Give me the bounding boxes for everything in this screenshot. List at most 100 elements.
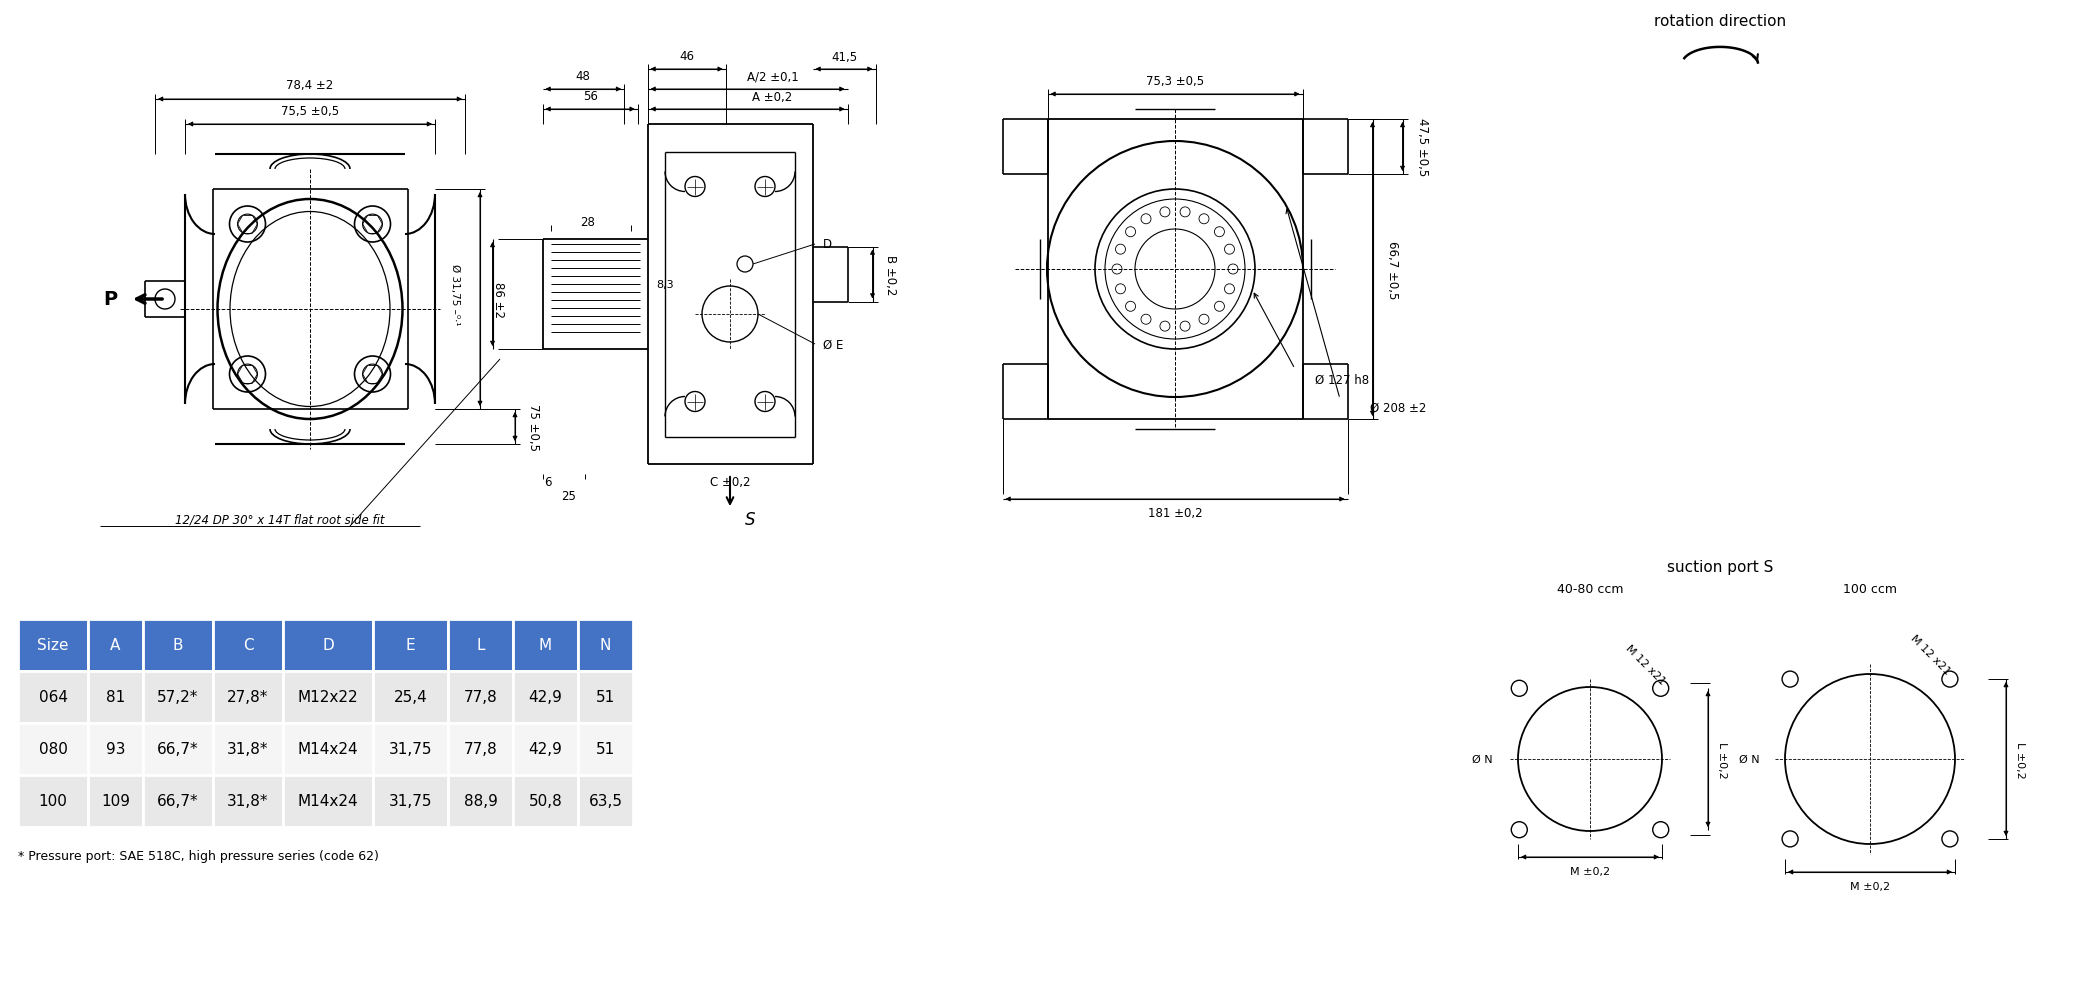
Bar: [373, 620, 448, 671]
Text: M 12 x21: M 12 x21: [1623, 643, 1667, 686]
Text: 88,9: 88,9: [463, 793, 498, 808]
Text: M ±0,2: M ±0,2: [1570, 867, 1610, 877]
Bar: [214, 620, 283, 671]
Bar: [283, 620, 373, 671]
Text: 48: 48: [576, 70, 591, 83]
Text: L: L: [475, 638, 484, 653]
Bar: [373, 775, 448, 827]
Text: 63,5: 63,5: [588, 793, 622, 808]
Text: 93: 93: [107, 742, 126, 756]
Bar: [283, 775, 373, 827]
Text: suction port S: suction port S: [1667, 560, 1774, 575]
Text: rotation direction: rotation direction: [1654, 14, 1786, 29]
Text: A/2 ±0,1: A/2 ±0,1: [748, 70, 798, 83]
Text: M: M: [538, 638, 553, 653]
Bar: [88, 620, 142, 671]
Bar: [142, 671, 214, 723]
Text: L ±0,2: L ±0,2: [2014, 741, 2025, 777]
Text: 51: 51: [597, 742, 616, 756]
Text: 31,75: 31,75: [389, 793, 431, 808]
Text: M14x24: M14x24: [297, 742, 358, 756]
Text: B ±0,2: B ±0,2: [884, 255, 896, 295]
Bar: [88, 775, 142, 827]
Text: 51: 51: [597, 690, 616, 705]
Text: S: S: [745, 511, 756, 529]
Text: 50,8: 50,8: [528, 793, 563, 808]
Text: M12x22: M12x22: [297, 690, 358, 705]
Text: * Pressure port: SAE 518C, high pressure series (code 62): * Pressure port: SAE 518C, high pressure…: [19, 850, 379, 863]
Text: D: D: [823, 239, 831, 251]
Text: 75,5 ±0,5: 75,5 ±0,5: [281, 104, 339, 117]
Text: C ±0,2: C ±0,2: [710, 476, 750, 489]
Text: 8,3: 8,3: [658, 280, 674, 290]
Bar: [513, 775, 578, 827]
Bar: [214, 671, 283, 723]
Text: B: B: [172, 638, 184, 653]
Bar: [19, 671, 88, 723]
Text: Ø 31,75 –⁰⋅¹: Ø 31,75 –⁰⋅¹: [450, 264, 459, 326]
Text: Ø E: Ø E: [823, 338, 844, 351]
Bar: [19, 723, 88, 775]
Bar: [142, 775, 214, 827]
Bar: [448, 620, 513, 671]
Bar: [214, 775, 283, 827]
Text: 75,3 ±0,5: 75,3 ±0,5: [1145, 74, 1204, 87]
Bar: [88, 723, 142, 775]
Text: 12/24 DP 30° x 14T flat root side fit: 12/24 DP 30° x 14T flat root side fit: [176, 513, 385, 526]
Bar: [578, 723, 632, 775]
Bar: [578, 620, 632, 671]
Text: 27,8*: 27,8*: [228, 690, 268, 705]
Text: E: E: [406, 638, 415, 653]
Bar: [88, 671, 142, 723]
Text: 46: 46: [678, 50, 693, 63]
Bar: [578, 775, 632, 827]
Text: Ø 127 h8: Ø 127 h8: [1315, 373, 1369, 386]
Text: 28: 28: [580, 216, 595, 229]
Bar: [448, 775, 513, 827]
Text: 47,5 ±0,5: 47,5 ±0,5: [1416, 118, 1428, 177]
Text: 109: 109: [101, 793, 130, 808]
Bar: [513, 671, 578, 723]
Bar: [142, 620, 214, 671]
Text: 25: 25: [561, 490, 576, 503]
Text: 25,4: 25,4: [394, 690, 427, 705]
Text: 100: 100: [38, 793, 67, 808]
Text: 064: 064: [38, 690, 67, 705]
Text: 41,5: 41,5: [831, 50, 856, 63]
Bar: [448, 671, 513, 723]
Text: 40-80 ccm: 40-80 ccm: [1556, 583, 1623, 596]
Text: 66,7*: 66,7*: [157, 793, 199, 808]
Text: 57,2*: 57,2*: [157, 690, 199, 705]
Text: 78,4 ±2: 78,4 ±2: [287, 79, 333, 92]
Bar: [214, 723, 283, 775]
Text: 100 ccm: 100 ccm: [1843, 583, 1897, 596]
Text: L ±0,2: L ±0,2: [1717, 741, 1728, 777]
Text: A: A: [111, 638, 121, 653]
Text: 77,8: 77,8: [463, 742, 498, 756]
Bar: [513, 620, 578, 671]
Bar: [578, 671, 632, 723]
Bar: [142, 723, 214, 775]
Text: Size: Size: [38, 638, 69, 653]
Text: Ø N: Ø N: [1740, 754, 1759, 764]
Text: 6: 6: [544, 476, 551, 489]
Text: A ±0,2: A ±0,2: [752, 90, 794, 103]
Text: 75 ±0,5: 75 ±0,5: [526, 403, 540, 450]
Text: 080: 080: [38, 742, 67, 756]
Bar: [373, 723, 448, 775]
Text: D: D: [322, 638, 333, 653]
Text: C: C: [243, 638, 253, 653]
Text: 31,75: 31,75: [389, 742, 431, 756]
Text: N: N: [599, 638, 611, 653]
Text: 77,8: 77,8: [463, 690, 498, 705]
Text: Ø N: Ø N: [1472, 754, 1493, 764]
Text: M ±0,2: M ±0,2: [1849, 881, 1891, 891]
Text: 31,8*: 31,8*: [228, 742, 268, 756]
Text: M14x24: M14x24: [297, 793, 358, 808]
Bar: [19, 775, 88, 827]
Text: 81: 81: [107, 690, 126, 705]
Bar: [283, 723, 373, 775]
Text: 181 ±0,2: 181 ±0,2: [1148, 507, 1202, 520]
Text: P: P: [103, 290, 117, 309]
Text: 56: 56: [582, 90, 597, 103]
